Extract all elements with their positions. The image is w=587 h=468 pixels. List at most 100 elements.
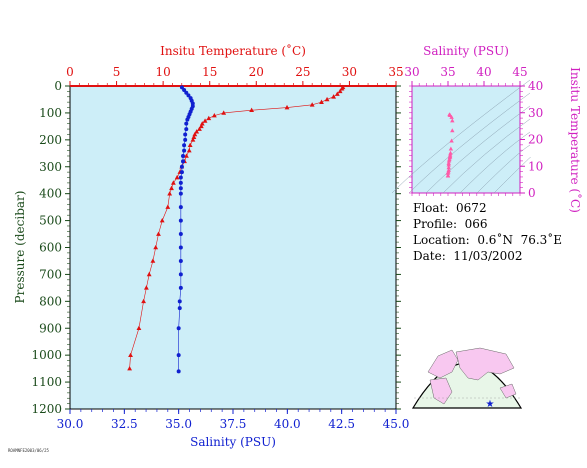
temperature-point (319, 99, 324, 104)
profile-plot-area (69, 85, 397, 410)
salinity-point (177, 299, 182, 304)
ts-point (445, 170, 451, 175)
pressure-tick-label: 1000 (31, 348, 62, 362)
temperature-axis-label: Insitu Temperature (˚C) (160, 43, 306, 58)
temperature-point (309, 102, 315, 107)
temperature-point (331, 94, 336, 99)
ts-point (449, 114, 454, 119)
temperature-tick-label: 25 (295, 65, 310, 79)
temperature-point (143, 285, 149, 290)
density-contour (425, 105, 531, 194)
salinity-point (182, 143, 187, 148)
temperature-point (156, 231, 161, 236)
salinity-point (181, 153, 186, 158)
ts-point (446, 162, 451, 167)
pressure-tick-label: 1200 (31, 402, 62, 416)
temperature-point (186, 148, 192, 153)
temperature-point (150, 258, 156, 263)
temperature-point (337, 88, 343, 94)
ts-plot-area (411, 85, 521, 194)
temperature-point (136, 325, 142, 331)
density-contour (459, 131, 531, 194)
temperature-tick-label: 10 (156, 65, 171, 79)
temperature-tick-label: 0 (66, 65, 74, 79)
density-contour (391, 79, 531, 194)
salinity-point (176, 369, 181, 374)
salinity-point (178, 218, 183, 223)
salinity-point (177, 306, 182, 311)
temperature-point (128, 352, 133, 357)
ts-temperature-tick-label: 0 (528, 186, 536, 200)
ts-salinity-tick-label: 40 (476, 65, 491, 79)
temperature-point (146, 271, 152, 277)
salinity-point (182, 88, 187, 93)
temperature-point (324, 96, 330, 102)
pressure-tick-label: 200 (39, 133, 62, 147)
density-contour (476, 144, 531, 194)
ts-point (450, 118, 455, 123)
ts-point (450, 128, 455, 133)
temperature-point (184, 153, 189, 158)
salinity-point (178, 175, 183, 180)
float-info: Float: 0672 Profile: 066 Location: 0.6˚N… (413, 200, 562, 264)
salinity-point (179, 85, 184, 90)
ts-salinity-tick-label: 30 (404, 65, 419, 79)
density-contour (493, 157, 531, 194)
temperature-point (165, 204, 171, 209)
temperature-point (174, 174, 180, 180)
salinity-point (178, 245, 183, 250)
map-landmass-asia (455, 347, 515, 381)
pressure-axis-label: Pressure (decibar) (13, 191, 27, 304)
temperature-point (221, 110, 227, 115)
temperature-point (206, 115, 212, 121)
salinity-tick-label: 40.0 (274, 417, 301, 431)
temperature-point (187, 142, 193, 148)
density-contour (408, 92, 531, 194)
temperature-point (202, 118, 208, 123)
ts-temperature-tick-label: 20 (528, 133, 543, 147)
salinity-point (176, 326, 181, 331)
pressure-tick-label: 500 (39, 214, 62, 228)
profile-plot: 30.0 32.5 35.0 37.5 40.0 42.5 45.0 0 5 10 15 20 25 30… (13, 43, 409, 449)
temperature-point (159, 217, 165, 223)
ts-salinity-tick-label: 45 (512, 65, 527, 79)
pressure-tick-label: 600 (39, 241, 62, 255)
ts-point (446, 158, 452, 163)
salinity-tick-label: 32.5 (111, 417, 138, 431)
salinity-point (183, 137, 188, 142)
salinity-point (179, 170, 184, 175)
temperature-point (167, 191, 173, 196)
ts-temperature-label: Insitu Temperature (˚C) (568, 67, 583, 213)
salinity-tick-label: 35.0 (165, 417, 192, 431)
salinity-tick-label: 45.0 (383, 417, 410, 431)
ts-point (447, 155, 452, 160)
temperature-tick-label: 30 (342, 65, 357, 79)
temperature-tick-label: 20 (249, 65, 264, 79)
salinity-point (185, 117, 190, 122)
location-map: ★ (411, 347, 523, 410)
ts-salinity-label: Salinity (PSU) (423, 44, 509, 58)
salinity-tick-label: 30.0 (57, 417, 84, 431)
profile-number: Profile: 066 (413, 217, 488, 231)
pressure-tick-label: 800 (39, 294, 62, 308)
salinity-point (184, 127, 189, 132)
pressure-tick-label: 700 (39, 267, 62, 281)
temperature-point (190, 137, 196, 142)
temperature-point (141, 298, 146, 304)
float-location-marker: ★ (486, 399, 495, 410)
temperature-point (127, 366, 133, 371)
ts-point (449, 138, 454, 143)
pressure-tick-label: 1100 (31, 375, 62, 389)
salinity-point (178, 285, 183, 290)
salinity-point (178, 232, 183, 237)
temperature-point (169, 185, 174, 191)
salinity-point (181, 159, 186, 164)
ts-point (445, 173, 451, 178)
temperature-tick-label: 5 (113, 65, 121, 79)
temperature-point (153, 244, 159, 250)
map-landmass-australia (499, 383, 517, 399)
pressure-tick-label: 0 (54, 79, 62, 93)
pressure-tick-label: 400 (39, 187, 62, 201)
